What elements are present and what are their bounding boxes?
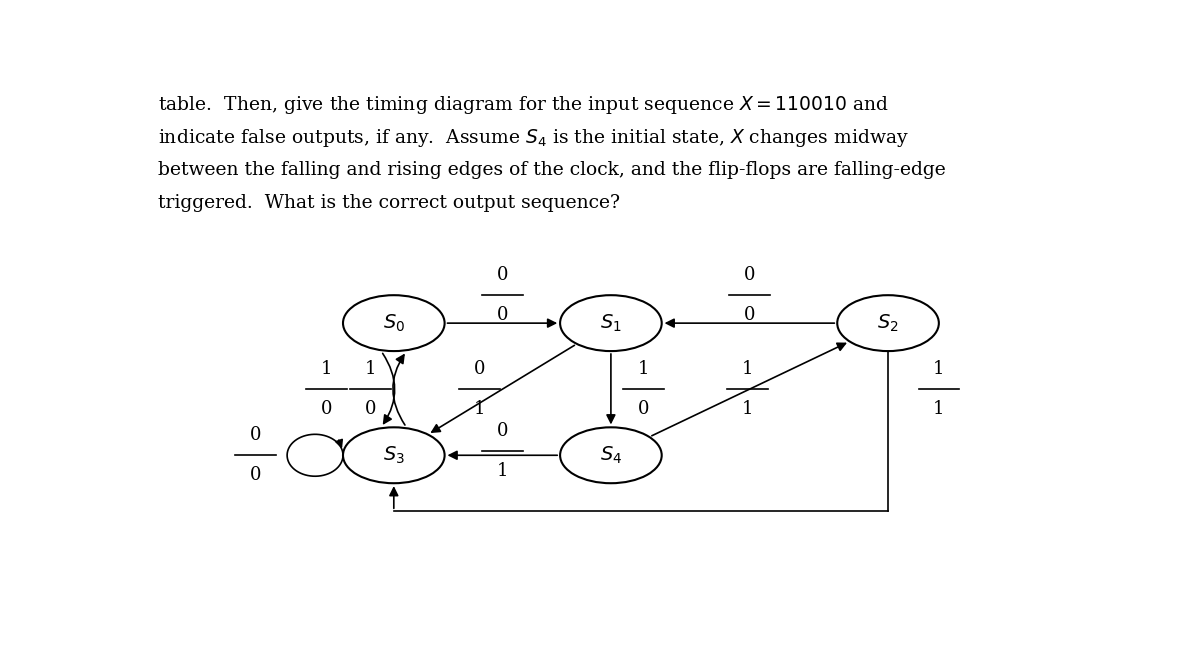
Text: 0: 0 — [744, 306, 756, 324]
Text: 1: 1 — [741, 360, 753, 378]
Text: $S_3$: $S_3$ — [383, 445, 405, 466]
Text: 0: 0 — [497, 266, 509, 284]
Text: 0: 0 — [249, 426, 261, 444]
Text: 0: 0 — [474, 360, 485, 378]
Text: table.  Then, give the timing diagram for the input sequence $X = 110010$ and: table. Then, give the timing diagram for… — [159, 94, 889, 116]
Text: 1: 1 — [638, 360, 648, 378]
Circle shape — [560, 295, 662, 351]
Text: $S_2$: $S_2$ — [877, 312, 899, 334]
Text: 1: 1 — [474, 401, 485, 418]
Text: $S_4$: $S_4$ — [600, 445, 622, 466]
Text: 0: 0 — [744, 266, 756, 284]
Text: 0: 0 — [638, 401, 648, 418]
Circle shape — [560, 427, 662, 483]
Text: triggered.  What is the correct output sequence?: triggered. What is the correct output se… — [159, 193, 620, 212]
Circle shape — [837, 295, 939, 351]
Text: 0: 0 — [497, 422, 509, 440]
Text: 1: 1 — [497, 463, 509, 480]
Text: indicate false outputs, if any.  Assume $S_4$ is the initial state, $X$ changes : indicate false outputs, if any. Assume $… — [159, 127, 909, 149]
Text: $S_0$: $S_0$ — [383, 312, 405, 334]
Text: 1: 1 — [933, 401, 944, 418]
Text: 0: 0 — [249, 467, 261, 484]
Text: 1: 1 — [321, 360, 333, 378]
Circle shape — [343, 295, 445, 351]
Text: 0: 0 — [365, 401, 377, 418]
Text: 1: 1 — [365, 360, 377, 378]
Text: 1: 1 — [933, 360, 944, 378]
Text: 0: 0 — [321, 401, 333, 418]
Text: $S_1$: $S_1$ — [600, 312, 622, 334]
Circle shape — [343, 427, 445, 483]
Text: 1: 1 — [741, 401, 753, 418]
Text: between the falling and rising edges of the clock, and the flip-flops are fallin: between the falling and rising edges of … — [159, 160, 946, 178]
Text: 0: 0 — [497, 306, 509, 324]
